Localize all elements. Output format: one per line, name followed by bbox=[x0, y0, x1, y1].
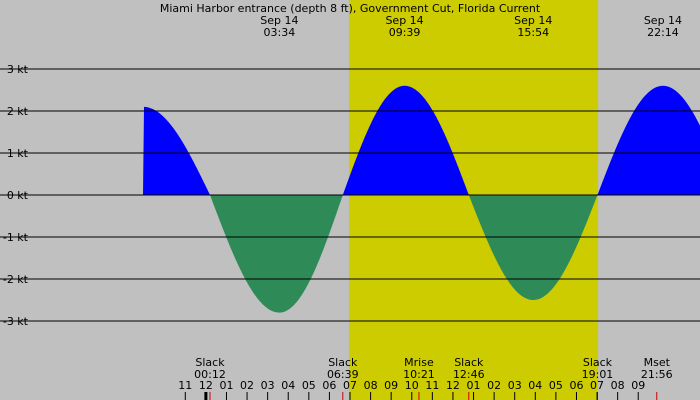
event-time: 10:21 bbox=[403, 368, 435, 381]
hour-tick-label: 12 bbox=[199, 379, 213, 392]
event-time: 06:39 bbox=[327, 368, 359, 381]
hour-tick-label: 12 bbox=[446, 379, 460, 392]
event-name: Slack bbox=[583, 356, 613, 369]
event-name: Mset bbox=[644, 356, 671, 369]
chart-title: Miami Harbor entrance (depth 8 ft), Gove… bbox=[160, 2, 541, 15]
y-tick-label: -2 kt bbox=[3, 273, 29, 286]
hour-tick-label: 01 bbox=[467, 379, 481, 392]
hour-tick-label: 02 bbox=[487, 379, 501, 392]
event-time: 00:12 bbox=[194, 368, 226, 381]
event-name: Slack bbox=[454, 356, 484, 369]
hour-tick-label: 08 bbox=[364, 379, 378, 392]
max-current-date: Sep 14 bbox=[260, 14, 298, 27]
event-name: Slack bbox=[328, 356, 358, 369]
hour-tick-label: 04 bbox=[281, 379, 295, 392]
hour-tick-label: 09 bbox=[384, 379, 398, 392]
max-current-date: Sep 14 bbox=[514, 14, 552, 27]
hour-tick-label: 05 bbox=[549, 379, 563, 392]
hour-tick-label: 04 bbox=[528, 379, 542, 392]
event-name: Mrise bbox=[404, 356, 434, 369]
max-current-date: Sep 14 bbox=[385, 14, 423, 27]
y-tick-label: -1 kt bbox=[3, 231, 29, 244]
hour-tick-label: 03 bbox=[261, 379, 275, 392]
event-name: Slack bbox=[195, 356, 225, 369]
hour-tick-label: 01 bbox=[219, 379, 233, 392]
midnight-marker bbox=[204, 392, 208, 400]
hour-tick-label: 06 bbox=[322, 379, 336, 392]
grid-lines bbox=[0, 68, 700, 322]
slack-and-moon-labels: Slack00:12Slack06:39Mrise10:21Slack12:46… bbox=[194, 356, 673, 400]
y-tick-label: 3 kt bbox=[7, 63, 29, 76]
ebb-current-area bbox=[0, 195, 700, 313]
y-axis-tick-labels: 3 kt 2 kt 1 kt 0 kt -1 kt -2 kt -3 kt bbox=[3, 63, 29, 328]
max-current-date: Sep 14 bbox=[644, 14, 682, 27]
max-current-time: 09:39 bbox=[389, 26, 421, 39]
event-time: 19:01 bbox=[582, 368, 614, 381]
flood-current-area bbox=[0, 85, 700, 195]
y-tick-label: 0 kt bbox=[7, 189, 29, 202]
hour-tick-label: 07 bbox=[343, 379, 357, 392]
hour-tick-label: 03 bbox=[508, 379, 522, 392]
hour-tick-label: 11 bbox=[425, 379, 439, 392]
hour-tick-label: 02 bbox=[240, 379, 254, 392]
max-current-time: 15:54 bbox=[517, 26, 549, 39]
y-tick-label: -3 kt bbox=[3, 315, 29, 328]
event-time: 21:56 bbox=[641, 368, 673, 381]
hour-tick-label: 10 bbox=[405, 379, 419, 392]
y-tick-label: 1 kt bbox=[7, 147, 29, 160]
hour-tick-label: 09 bbox=[631, 379, 645, 392]
hour-axis: 11 12 01 02 03 04 05 06 07 08 09 10 11 12 01 02 03 04 05 06… bbox=[178, 379, 645, 400]
hour-tick-label: 11 bbox=[178, 379, 192, 392]
y-tick-label: 2 kt bbox=[7, 105, 29, 118]
hour-tick-label: 06 bbox=[569, 379, 583, 392]
hour-tick-label: 05 bbox=[302, 379, 316, 392]
max-current-time: 22:14 bbox=[647, 26, 679, 39]
event-time: 12:46 bbox=[453, 368, 485, 381]
hour-tick-label: 08 bbox=[611, 379, 625, 392]
hour-tick-label: 07 bbox=[590, 379, 604, 392]
max-current-time: 03:34 bbox=[264, 26, 296, 39]
